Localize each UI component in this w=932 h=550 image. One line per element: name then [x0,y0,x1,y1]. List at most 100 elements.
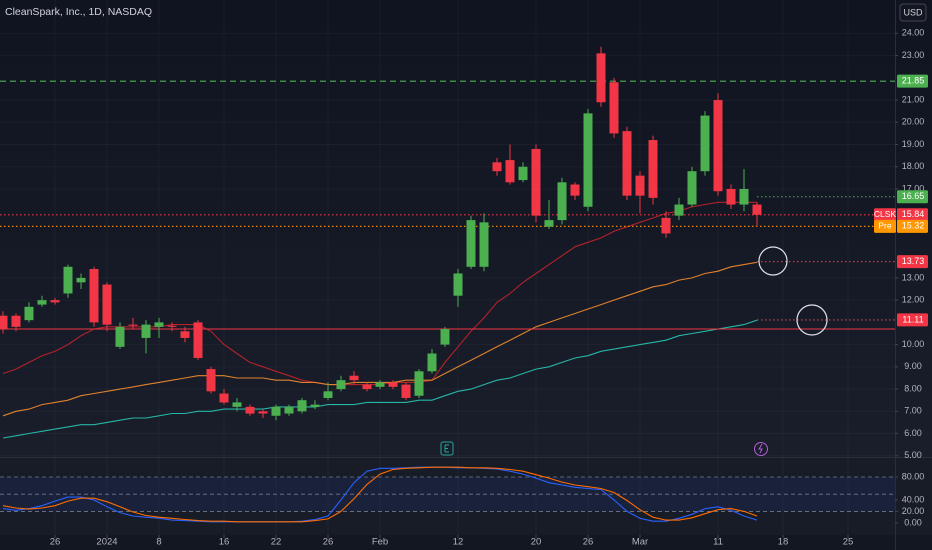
earnings-icon[interactable] [440,441,454,456]
y-tick-label: 24.00 [902,28,925,38]
candle-body [245,406,255,414]
candle-body [323,391,333,398]
candle-body [609,82,619,134]
candle-body [76,277,86,283]
price-tag-name-box [874,219,896,233]
marker-circle [796,304,828,336]
candle-body [63,266,73,294]
price-tag [897,190,928,204]
candle-body [180,331,190,338]
price-tag-label: 15.84 [902,209,925,219]
x-tick-label: 2024 [96,537,117,548]
y-tick-label: 10.00 [902,339,925,349]
x-tick-label: 20 [531,537,542,548]
line-series [2,319,758,439]
candle-body [219,393,229,403]
candle-body [557,182,567,221]
x-tick-label: 26 [50,537,61,548]
y-tick-label: 20.00 [902,506,925,516]
y-tick-label: 20.00 [902,117,925,127]
candle-body [622,131,632,196]
candle-body [128,324,138,326]
candle-body [232,402,242,407]
y-tick-label: 40.00 [902,494,925,504]
y-tick-label: 19.00 [902,139,925,149]
candle-body [531,148,541,216]
y-tick-label: 5.00 [904,450,922,460]
candle-body [596,53,606,103]
x-tick-label: 22 [271,537,282,548]
x-tick-label: 12 [453,537,464,548]
price-tag-label: 21.85 [902,76,925,86]
y-tick-label: 17.00 [902,183,925,193]
candle-body [518,166,528,181]
candle-body [752,204,762,215]
price-tag-label: 11.11 [902,314,923,324]
candle-body [349,375,359,381]
line-series [2,466,758,523]
candle-body [713,100,723,192]
candle-body [440,329,450,345]
price-tag [897,208,928,222]
price-tag-name: Pre [878,221,892,231]
split-icon[interactable] [754,442,768,456]
price-tag-label: 16.65 [902,191,925,201]
y-tick-label: 18.00 [902,161,925,171]
candle-body [310,404,320,407]
y-tick-label: 9.00 [904,361,922,371]
x-tick-label: 16 [219,537,230,548]
candle-body [544,220,554,227]
main-pane [0,0,932,458]
x-tick-label: 25 [843,537,854,548]
marker-circle [758,246,788,276]
candle-body [37,300,47,305]
candle-body [115,326,125,347]
currency-button[interactable] [899,3,927,22]
y-tick-label: 0.00 [904,517,922,527]
candle-body [414,371,424,396]
y-tick-label: 8.00 [904,383,922,393]
candle-body [466,220,476,267]
line-series [2,466,758,523]
candle-body [89,269,99,323]
price-tag [897,74,928,88]
x-tick-label: 8 [156,537,161,548]
y-tick-label: 80.00 [902,471,925,481]
candle-body [453,273,463,296]
candle-body [258,411,268,414]
currency-label: USD [903,7,923,17]
candle-body [505,160,515,183]
price-tag [897,219,928,233]
y-tick-label: 12.00 [902,295,925,305]
candle-body [726,188,736,205]
price-tag-name-box [874,208,896,222]
price-tag-name: CLSK [874,209,897,219]
stoch-pane [0,458,932,535]
price-tag-label: 15.32 [902,221,925,231]
x-tick-label: Mar [632,537,648,548]
y-tick-label: 7.00 [904,406,922,416]
price-tag-label: 13.73 [902,256,925,266]
candle-body [154,322,164,327]
candle-body [284,406,294,414]
candle-body [50,300,60,303]
candle-body [0,315,8,330]
candle-body [24,306,34,321]
candle-body [206,369,216,392]
candle-body [193,322,203,358]
y-tick-label: 21.00 [902,94,925,104]
candle-body [427,353,437,372]
candle-body [492,162,502,172]
candle-body [401,384,411,398]
chart-title: CleanSpark, Inc., 1D, NASDAQ [5,6,152,18]
y-tick-label: 13.00 [902,272,925,282]
candle-body [583,113,593,207]
candle-body [661,217,671,234]
candle-body [674,204,684,216]
x-tick-label: 11 [713,537,723,548]
x-tick-label: Feb [372,537,388,548]
candle-body [167,325,177,327]
y-tick-label: 6.00 [904,428,922,438]
